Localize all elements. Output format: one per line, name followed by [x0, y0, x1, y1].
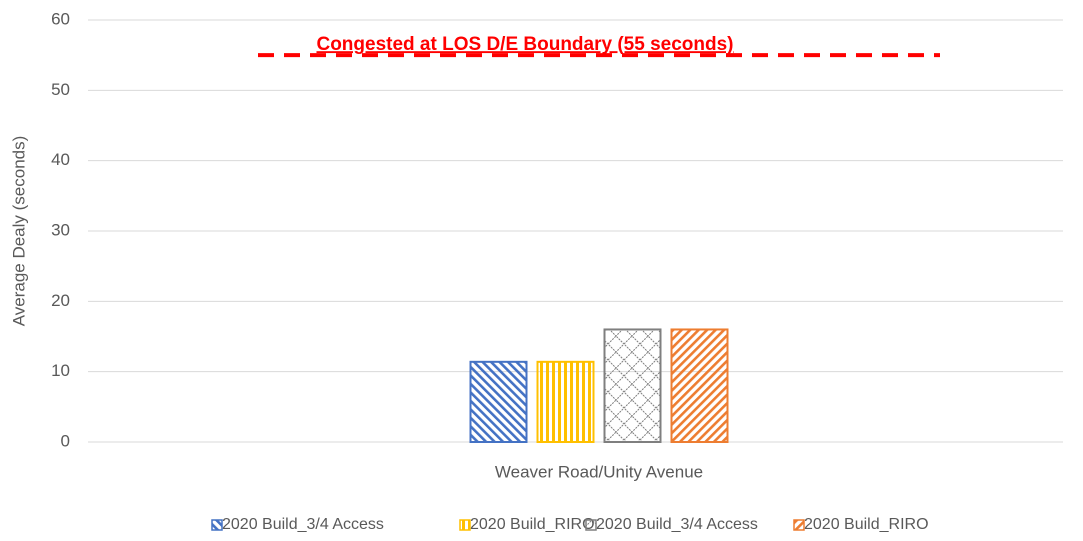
y-tick-label: 50 — [51, 80, 70, 99]
y-axis-label: Average Dealy (seconds) — [9, 136, 28, 327]
bar — [536, 360, 595, 444]
y-tick-label: 20 — [51, 291, 70, 310]
legend-swatch — [793, 519, 805, 531]
legend-swatch — [211, 519, 223, 531]
legend-label: 2020 Build_RIRO — [804, 516, 929, 533]
y-tick-label: 10 — [51, 361, 70, 380]
legend-label: 2020 Build_RIRO — [470, 516, 595, 533]
bar — [603, 328, 662, 444]
legend-label: 2020 Build_3/4 Access — [596, 516, 758, 533]
bar — [670, 328, 729, 444]
y-tick-label: 0 — [61, 431, 70, 450]
legend-swatch — [585, 519, 597, 531]
x-tick-label: Weaver Road/Unity Avenue — [495, 462, 703, 481]
y-tick-label: 60 — [51, 9, 70, 28]
reference-label: Congested at LOS D/E Boundary (55 second… — [316, 34, 733, 55]
legend-label: 2020 Build_3/4 Access — [222, 516, 384, 533]
legend-swatch — [459, 519, 471, 531]
bar — [469, 360, 528, 444]
y-tick-label: 40 — [51, 150, 70, 169]
y-tick-label: 30 — [51, 220, 70, 239]
